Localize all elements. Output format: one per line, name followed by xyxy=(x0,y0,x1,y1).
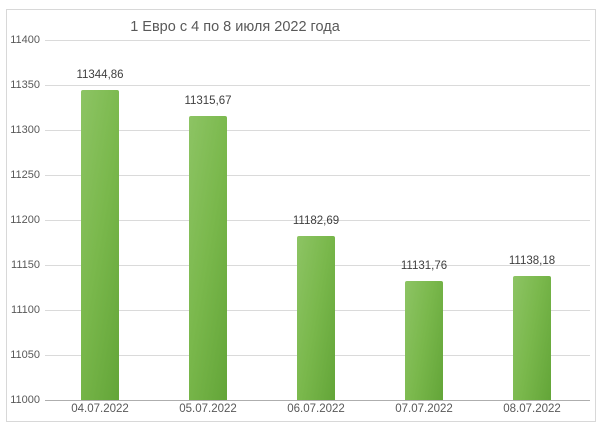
y-axis-label: 11000 xyxy=(10,394,40,406)
x-axis-baseline xyxy=(45,399,590,401)
bar-value-label: 11131,76 xyxy=(400,260,448,273)
y-axis-label: 11150 xyxy=(11,259,40,271)
y-axis-label: 11250 xyxy=(10,169,40,181)
x-axis-label: 06.07.2022 xyxy=(287,403,345,415)
bar-04.07.2022 xyxy=(81,89,119,400)
bar-05.07.2022 xyxy=(189,115,227,400)
bar-value-label: 11182,69 xyxy=(292,214,340,227)
chart-title: 1 Евро с 4 по 8 июля 2022 года xyxy=(130,19,340,35)
bar-value-label: 11344,86 xyxy=(76,68,124,81)
y-axis-label: 11100 xyxy=(11,304,40,316)
bar-07.07.2022 xyxy=(405,281,443,400)
bar-value-label: 11315,67 xyxy=(184,94,232,107)
gridline xyxy=(45,84,590,86)
x-axis-label: 04.07.2022 xyxy=(71,403,129,415)
gridline xyxy=(45,174,590,176)
gridline xyxy=(45,219,590,221)
bar-08.07.2022 xyxy=(513,275,551,400)
x-axis-label: 07.07.2022 xyxy=(395,403,453,415)
y-axis-label: 11200 xyxy=(10,214,40,226)
y-axis-label: 11350 xyxy=(10,79,40,91)
y-axis-label: 11400 xyxy=(10,34,40,46)
gridline xyxy=(45,39,590,41)
bar-06.07.2022 xyxy=(297,235,335,400)
bar-value-label: 11138,18 xyxy=(508,254,556,267)
gridline xyxy=(45,129,590,131)
x-axis-label: 05.07.2022 xyxy=(179,403,237,415)
y-axis-label: 11300 xyxy=(10,124,40,136)
y-axis-label: 11050 xyxy=(10,349,40,361)
x-axis-label: 08.07.2022 xyxy=(503,403,561,415)
